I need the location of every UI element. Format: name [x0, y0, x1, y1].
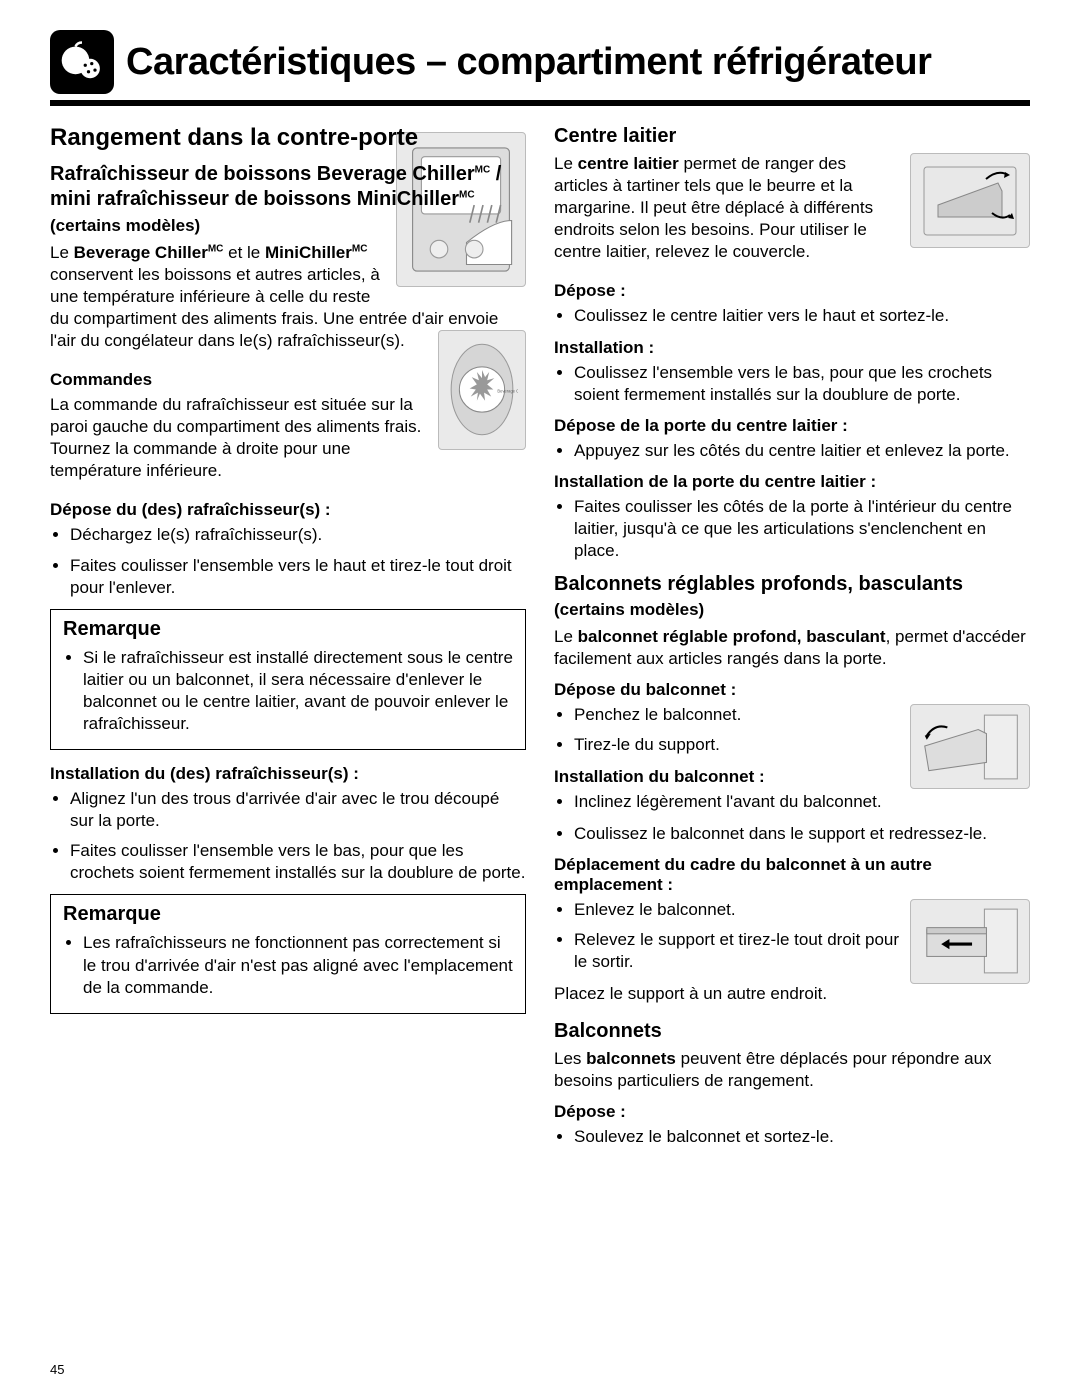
dairy-door-remove-label: Dépose de la porte du centre laitier : [554, 416, 1030, 436]
list-item: Coulissez le balconnet dans le support e… [574, 823, 1030, 845]
dairy-illustration [910, 153, 1030, 248]
buckets-body: Les balconnets peuvent être déplacés pou… [554, 1048, 1030, 1092]
list-item: Alignez l'un des trous d'arrivée d'air a… [70, 788, 526, 832]
list-item: Faites coulisser l'ensemble vers le haut… [70, 555, 526, 599]
right-column: Centre laitier Le centre laitier permet … [554, 124, 1030, 1158]
remark-body: Les rafraîchisseurs ne fonctionnent pas … [83, 932, 513, 998]
remark-title: Remarque [63, 618, 513, 641]
buckets-heading: Balconnets [554, 1019, 1030, 1044]
header-fruit-icon [50, 30, 114, 94]
list-item: Déchargez le(s) rafraîchisseur(s). [70, 524, 526, 546]
t: Balconnets réglables profonds, basculant… [554, 573, 963, 595]
t: (certains modèles) [554, 600, 704, 619]
t: Le [50, 243, 74, 262]
left-column: Rangement dans la contre-porte Rafraîchi… [50, 124, 526, 1158]
t: MC [352, 243, 368, 254]
list-item: Faites coulisser l'ensemble vers le bas,… [70, 840, 526, 884]
t: MC [208, 243, 224, 254]
t: MiniChiller [265, 243, 352, 262]
page-header: Caractéristiques – compartiment réfrigér… [50, 30, 1030, 94]
dairy-remove-label: Dépose : [554, 281, 1030, 301]
adj-place-body: Placez le support à un autre endroit. [554, 983, 1030, 1005]
list-item: Appuyez sur les côtés du centre laitier … [574, 440, 1030, 462]
t: Le [554, 154, 578, 173]
dairy-heading: Centre laitier [554, 124, 1030, 149]
remove-list: Déchargez le(s) rafraîchisseur(s). Faite… [50, 524, 526, 598]
list-item: Coulissez le centre laitier vers le haut… [574, 305, 1030, 327]
install-list: Alignez l'un des trous d'arrivée d'air a… [50, 788, 526, 884]
mc-sup-1: MC [475, 164, 491, 175]
dairy-install-label: Installation : [554, 338, 1030, 358]
svg-text:Beverage Chiller Control: Beverage Chiller Control [497, 389, 518, 394]
chiller-heading-1: Rafraîchisseur de boissons Beverage Chil… [50, 163, 475, 185]
t: centre laitier [578, 154, 679, 173]
bucket1-illustration [910, 704, 1030, 789]
t: Les [554, 1049, 586, 1068]
dairy-door-install-label: Installation de la porte du centre laiti… [554, 472, 1030, 492]
t: balconnet réglable profond, basculant [578, 627, 886, 646]
remark-body: Si le rafraîchisseur est installé direct… [83, 647, 513, 735]
install-label: Installation du (des) rafraîchisseur(s) … [50, 764, 526, 784]
adjustable-body: Le balconnet réglable profond, basculant… [554, 626, 1030, 670]
adj-move-label: Déplacement du cadre du balconnet à un a… [554, 855, 1030, 895]
remark-box-2: Remarque Les rafraîchisseurs ne fonction… [50, 894, 526, 1013]
mc-sup-2: MC [459, 189, 475, 200]
t: et le [223, 243, 265, 262]
page-title: Caractéristiques – compartiment réfrigér… [126, 41, 931, 84]
page-number: 45 [50, 1362, 64, 1377]
adj-remove-label: Dépose du balconnet : [554, 680, 1030, 700]
t: balconnets [586, 1049, 676, 1068]
remove-label: Dépose du (des) rafraîchisseur(s) : [50, 500, 526, 520]
header-rule [50, 100, 1030, 106]
t: Beverage Chiller [74, 243, 208, 262]
list-item: Faites coulisser les côtés de la porte à… [574, 496, 1030, 562]
remark-box-1: Remarque Si le rafraîchisseur est instal… [50, 609, 526, 750]
buckets-remove-label: Dépose : [554, 1102, 1030, 1122]
dial-illustration: Beverage Chiller Control [438, 330, 526, 450]
t: Le [554, 627, 578, 646]
adjustable-heading: Balconnets réglables profonds, basculant… [554, 572, 1030, 622]
chiller-heading: Rafraîchisseur de boissons Beverage Chil… [50, 162, 526, 212]
bucket2-illustration [910, 899, 1030, 984]
remark-title: Remarque [63, 903, 513, 926]
list-item: Soulevez le balconnet et sortez-le. [574, 1126, 1030, 1148]
list-item: Inclinez légèrement l'avant du balconnet… [574, 791, 1030, 813]
list-item: Coulissez l'ensemble vers le bas, pour q… [574, 362, 1030, 406]
